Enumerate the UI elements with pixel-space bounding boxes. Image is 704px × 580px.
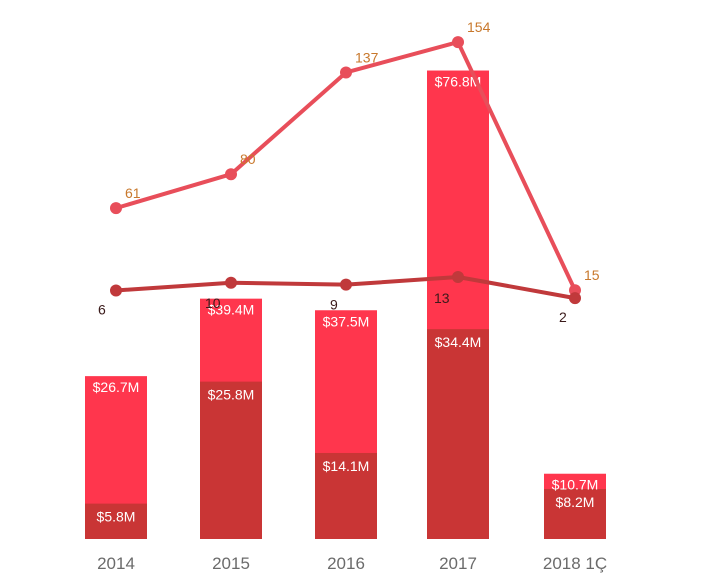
bar-bottom-label-2: $14.1M (323, 458, 370, 474)
line-series-0 (115, 40, 577, 292)
bar-bottom-label-1: $25.8M (208, 387, 255, 403)
line-point-1-1 (225, 276, 237, 289)
line-label-0-0: 61 (125, 185, 141, 201)
bar-bottom-4 (544, 488, 606, 539)
line-label-0-1: 80 (240, 151, 256, 167)
line-point-0-0 (110, 202, 122, 215)
line-point-1-4 (569, 292, 581, 305)
lines-layer: 61 80 137 154 15 6 10 9 13 2 (98, 19, 600, 325)
bar-total-label-1: $39.4M (208, 302, 255, 318)
line-label-0-2: 137 (355, 49, 379, 65)
line-point-0-2 (340, 66, 352, 79)
line-point-1-2 (340, 278, 352, 291)
line-point-0-1 (225, 168, 237, 181)
line-label-1-2: 9 (330, 297, 338, 313)
bar-bottom-label-3: $34.4M (435, 334, 482, 350)
line-label-1-1: 10 (205, 295, 221, 311)
bar-total-label-4: $10.7M (552, 477, 599, 493)
bar-total-label-0: $26.7M (93, 379, 140, 395)
bar-bottom-label-0: $5.8M (97, 509, 136, 525)
bar-bottom-2 (315, 452, 377, 539)
line-point-1-0 (110, 284, 122, 297)
line-point-1-3 (452, 270, 464, 283)
bar-bottom-label-4: $8.2M (556, 494, 595, 510)
line-label-1-0: 6 (98, 301, 106, 317)
line-label-1-3: 13 (434, 290, 450, 306)
bar-bottom-0 (85, 503, 147, 539)
line-label-0-3: 154 (467, 19, 491, 35)
bar-total-label-2: $37.5M (323, 313, 370, 329)
category-label-0: 2014 (97, 554, 135, 573)
category-label-4: 2018 1Ç (543, 554, 607, 573)
line-label-0-4: 15 (584, 267, 600, 283)
category-label-3: 2017 (439, 554, 477, 573)
category-axis: 2014 2015 2016 2017 2018 1Ç (97, 554, 607, 573)
bar-bottom-1 (200, 381, 262, 539)
bar-bottom-3 (427, 329, 489, 539)
category-label-1: 2015 (212, 554, 250, 573)
category-label-2: 2016 (327, 554, 365, 573)
line-label-1-4: 2 (559, 309, 567, 325)
bar-total-label-3: $76.8M (435, 74, 482, 90)
line-point-0-3 (452, 36, 464, 49)
bars-layer: $26.7M $5.8M $39.4M $25.8M $37.5M $14.1M $76.8… (85, 70, 606, 540)
